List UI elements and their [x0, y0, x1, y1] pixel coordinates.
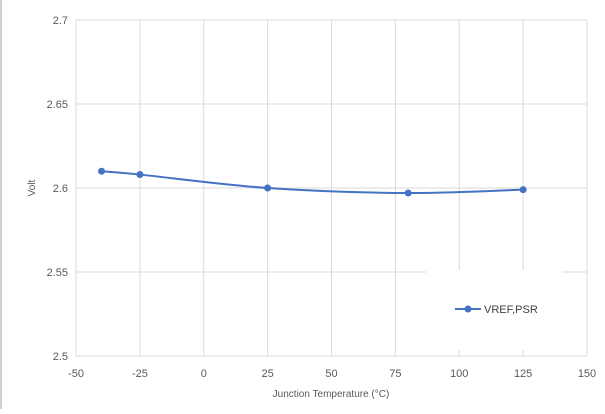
y-tick-label: 2.7 [53, 15, 68, 27]
legend: VREF,PSR [426, 270, 562, 350]
x-tick-label: 100 [450, 368, 468, 380]
y-tick-label: 2.5 [53, 351, 68, 363]
data-point [264, 184, 272, 192]
series-line [101, 170, 524, 195]
x-tick-label: 0 [201, 368, 207, 380]
y-axis-title: Volt [27, 179, 38, 196]
x-tick-label: -25 [132, 368, 148, 380]
x-tick-label: 25 [262, 368, 274, 380]
legend-box [426, 270, 562, 350]
series-layer [98, 167, 527, 197]
x-tick-label: 150 [578, 368, 596, 380]
x-axis-title: Junction Temperature (°C) [273, 389, 390, 400]
data-point [519, 186, 527, 194]
x-tick-label: 75 [389, 368, 401, 380]
axes: 2.5 2.55 2.6 2.65 2.7 -50 -25 0 25 50 75 100 125 150 [47, 15, 597, 380]
chart-border-left [0, 0, 2, 409]
legend-label: VREF,PSR [484, 304, 538, 316]
data-point [404, 189, 412, 197]
y-tick-label: 2.55 [47, 267, 68, 279]
data-point [98, 167, 106, 175]
x-tick-label: 125 [514, 368, 532, 380]
y-tick-label: 2.6 [53, 183, 68, 195]
legend-marker [464, 305, 472, 313]
x-tick-label: 50 [325, 368, 337, 380]
x-tick-label: -50 [68, 368, 84, 380]
gridlines [75, 19, 588, 357]
data-point [136, 171, 144, 179]
y-tick-label: 2.65 [47, 99, 68, 111]
